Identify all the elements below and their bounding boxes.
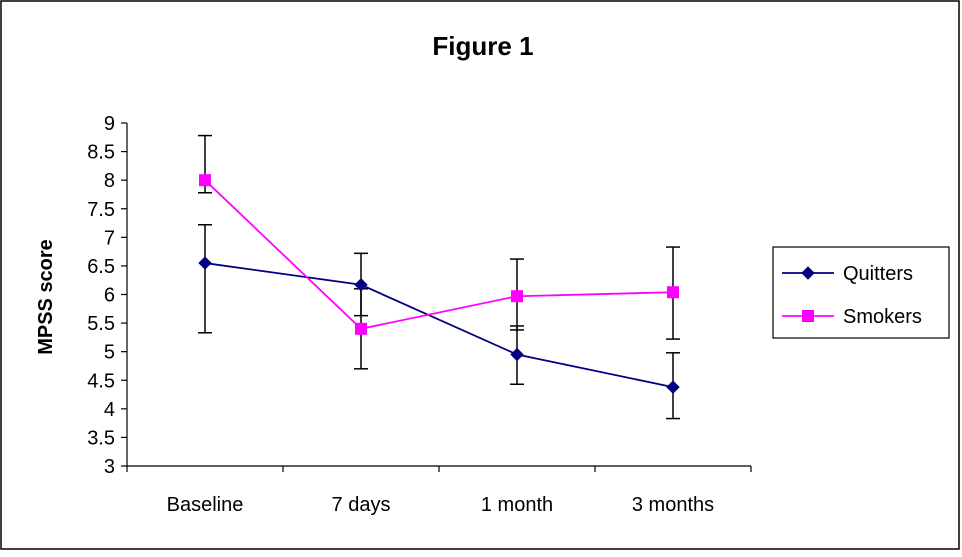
y-tick-label: 4.5 [87, 370, 115, 392]
data-point-smokers [199, 174, 211, 187]
x-tick-label: 3 months [632, 494, 714, 516]
y-tick-label: 4 [104, 399, 115, 421]
axes: 3 3.5 4 4.5 5 5.5 6 6.5 7 7.5 8 8.5 9 Baseline 7 days 1… [87, 113, 752, 516]
y-tick-label: 3 [104, 456, 115, 478]
y-tick-label: 8.5 [87, 142, 115, 164]
data-point-quitters [354, 278, 368, 292]
series-layer [198, 134, 680, 420]
y-tick-label: 8 [104, 170, 115, 192]
y-axis-title: MPSS score [35, 239, 57, 355]
data-point-smokers [355, 322, 367, 335]
y-tick-label: 7 [104, 227, 115, 249]
x-tick-label: 1 month [481, 494, 553, 516]
data-point-smokers [511, 290, 523, 303]
error-bar [198, 224, 212, 334]
data-point-quitters [198, 256, 212, 270]
legend-item-smokers: Smokers [782, 306, 922, 328]
data-point-smokers [667, 286, 679, 299]
data-point-quitters [666, 380, 680, 394]
series-line-quitters [204, 262, 674, 388]
x-tick-label: 7 days [332, 494, 391, 516]
y-tick-label: 5 [104, 342, 115, 364]
legend-marker-quitters [801, 266, 815, 280]
chart-title: Figure 1 [432, 31, 533, 61]
y-tick-label: 7.5 [87, 199, 115, 221]
legend-label-smokers: Smokers [843, 306, 922, 328]
x-tick-label: Baseline [167, 494, 244, 516]
legend-marker-smokers [802, 310, 814, 322]
data-point-quitters [510, 347, 524, 362]
legend-box [772, 246, 950, 339]
y-tick-label: 6 [104, 285, 115, 307]
legend-label-quitters: Quitters [843, 263, 913, 285]
y-tick-label: 6.5 [87, 256, 115, 278]
y-tick-label: 9 [104, 113, 115, 135]
legend-item-quitters: Quitters [782, 263, 913, 285]
series-line-smokers [204, 179, 674, 330]
legend: Quitters Smokers [772, 246, 950, 339]
y-tick-label: 3.5 [87, 427, 115, 449]
y-tick-label: 5.5 [87, 313, 115, 335]
